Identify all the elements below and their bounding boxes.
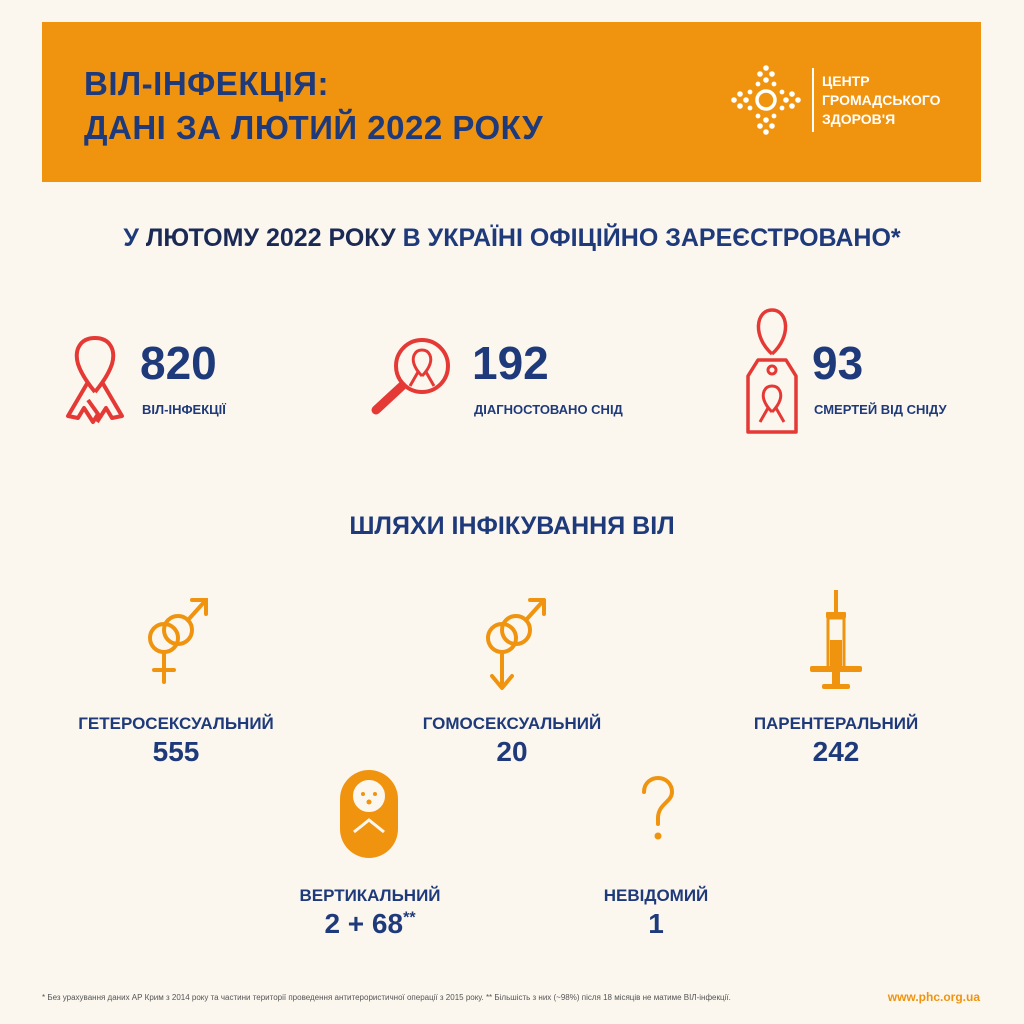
route-value: 20 [496,736,528,767]
logo-line-3: ЗДОРОВ'Я [822,111,896,127]
registered-headline: У ЛЮТОМУ 2022 РОКУ В УКРАЇНІ ОФІЦІЙНО ЗА… [0,224,1024,253]
title-line-1: ВІЛ-ІНФЕКЦІЯ: [84,65,329,102]
route-unknown: НЕВІДОМИЙ 1 [536,886,776,940]
stat-value: 93 [812,337,864,389]
tag-ribbon-icon [746,308,798,434]
route-value-wrapper: 2 + 68** [250,908,490,940]
route-value: 555 [152,736,200,767]
syringe-icon [810,590,862,689]
route-parenteral: ПАРЕНТЕРАЛЬНИЙ 242 [716,714,956,768]
header-banner: ВІЛ-ІНФЕКЦІЯ: ДАНІ ЗА ЛЮТИЙ 2022 РОКУ [42,22,981,182]
baby-icon [340,770,398,858]
logo-divider [812,68,814,132]
website-link[interactable]: www.phc.org.ua [887,990,980,1004]
stat-value: 192 [472,337,549,389]
headline-suffix: В УКРАЇНІ ОФІЦІЙНО ЗАРЕЄСТРОВАНО* [395,224,901,252]
route-value: 1 [648,908,664,939]
route-label: ПАРЕНТЕРАЛЬНИЙ [753,714,919,733]
stat-label: ДІАГНОСТОВАНО СНІД [474,402,623,417]
magnifier-ribbon-icon [371,338,450,415]
stat-label: ВІЛ-ІНФЕКЦІЇ [142,402,226,417]
logo-line-1: ЦЕНТР [822,73,870,89]
footnote: * Без урахування даних АР Крим з 2014 ро… [42,993,731,1002]
title-line-2: ДАНІ ЗА ЛЮТИЙ 2022 РОКУ [84,109,544,146]
route-label: ВЕРТИКАЛЬНИЙ [299,886,441,905]
page-title: ВІЛ-ІНФЕКЦІЯ: ДАНІ ЗА ЛЮТИЙ 2022 РОКУ [84,62,543,150]
route-value-mark: ** [403,909,416,927]
route-label: НЕВІДОМИЙ [603,886,709,905]
male-male-symbol-icon [486,598,546,690]
route-value: 2 + 68 [324,908,404,939]
logo-line-2: ГРОМАДСЬКОГО [822,92,941,108]
route-label: ГЕТЕРОСЕКСУАЛЬНИЙ [78,714,274,733]
question-mark-icon [642,776,675,840]
route-value: 242 [812,736,860,767]
route-vertical: ВЕРТИКАЛЬНИЙ 2 + 68** [250,886,490,940]
male-female-symbol-icon [148,598,208,684]
routes-title: ШЛЯХИ ІНФІКУВАННЯ ВІЛ [349,512,675,540]
headline-highlight: ЛЮТОМУ 2022 РОКУ [145,224,396,252]
awareness-ribbon-icon [66,336,124,424]
route-label: ГОМОСЕКСУАЛЬНИЙ [422,714,602,733]
route-heterosexual: ГЕТЕРОСЕКСУАЛЬНИЙ 555 [56,714,296,768]
public-health-center-logo-icon [731,65,801,135]
headline-prefix: У [123,224,146,252]
stat-label: СМЕРТЕЙ ВІД СНІДУ [814,402,947,417]
logo-text: ЦЕНТР ГРОМАДСЬКОГО ЗДОРОВ'Я [822,72,941,129]
route-homosexual: ГОМОСЕКСУАЛЬНИЙ 20 [392,714,632,768]
stat-value: 820 [140,337,217,389]
